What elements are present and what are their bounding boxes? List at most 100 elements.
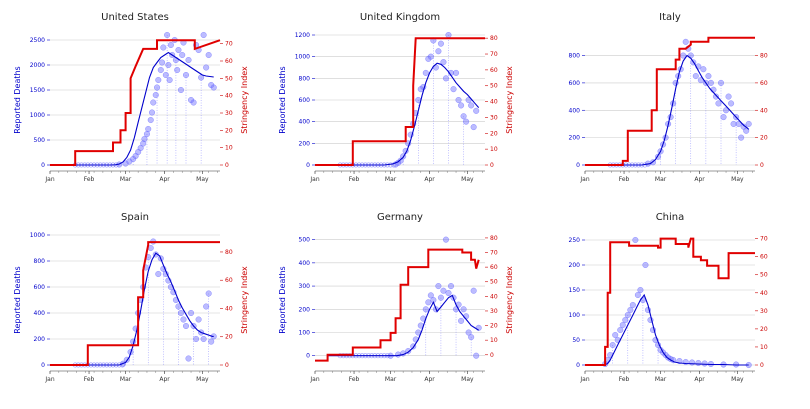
y-tick-label: 600 (569, 80, 581, 87)
chart-title: Spain (121, 212, 149, 223)
scatter-point-13 (682, 38, 689, 45)
x-tick-label: Jan (579, 176, 589, 183)
y-tick-label: 200 (569, 262, 581, 269)
y-tick-label: 200 (34, 336, 46, 343)
scatter-point-20 (162, 71, 169, 79)
scatter-point-17 (692, 73, 699, 80)
scatter-point-12 (680, 52, 687, 59)
scatter-point-33 (182, 71, 190, 79)
scatter-point-27 (468, 334, 475, 341)
y2-tick-label: 30 (490, 114, 498, 121)
chart-title: Germany (377, 212, 423, 223)
scatter-point-24 (460, 306, 467, 313)
y2-tick-label: 30 (760, 308, 768, 315)
y-tick-label: 200 (569, 135, 581, 142)
y2-tick-label: 0 (760, 162, 764, 169)
scatter-point-31 (695, 359, 702, 367)
y-tick-label: 2500 (30, 37, 45, 44)
y-axis-label: Reported Deaths (13, 66, 22, 133)
x-tick-label: Apr (159, 176, 170, 183)
chart-panel-6: China 0 50 100 150 200 250 0 10 20 30 40 50 60 70 Jan Fe… (569, 212, 768, 383)
stringency-line (50, 241, 220, 366)
scatter-point-24 (167, 41, 174, 49)
x-tick-label: Apr (159, 376, 170, 383)
scatter-point-8 (622, 316, 629, 324)
scatter-point-15 (437, 294, 444, 301)
y-tick-label: 50 (572, 337, 580, 344)
y2-tick-label: 70 (490, 51, 498, 58)
scatter-point-31 (200, 335, 207, 343)
scatter-point-42 (205, 51, 212, 59)
y-tick-label: 0 (576, 162, 580, 169)
scatter-point-33 (205, 290, 212, 297)
scatter-point-31 (470, 124, 477, 131)
scatter-point-9 (422, 306, 429, 313)
y-axis-label: Reported Deaths (278, 266, 287, 333)
scatter-point-30 (177, 86, 185, 94)
scatter-point-10 (145, 125, 152, 133)
scatter-point-35 (187, 96, 195, 104)
y2-tick-label: 40 (760, 107, 768, 114)
y-tick-label: 500 (299, 237, 311, 244)
y-tick-label: 200 (299, 306, 311, 313)
y2-tick-label: 40 (225, 305, 233, 312)
chart-title: Italy (659, 12, 681, 23)
chart-panel-4: Spain 0 200 400 600 800 1000 0 20 40 60 80 Jan Feb Mar… (13, 212, 249, 383)
scatter-point-25 (455, 96, 462, 104)
scatter-point-16 (155, 76, 162, 84)
scatter-point-26 (715, 100, 722, 107)
y2-tick-label: 10 (490, 337, 498, 344)
x-tick-label: May (196, 376, 209, 383)
scatter-point-17 (157, 66, 164, 74)
x-tick-label: May (196, 176, 209, 183)
y-tick-label: 0 (306, 162, 310, 169)
scatter-point-25 (712, 93, 720, 100)
scatter-point-27 (460, 113, 467, 120)
y2-axis-label: Stringency Index (240, 66, 249, 134)
x-tick-label: Jan (309, 376, 319, 383)
scatter-point-34 (185, 56, 192, 64)
x-tick-label: Mar (655, 176, 667, 183)
scatter-point-36 (190, 99, 197, 106)
y2-tick-label: 50 (490, 279, 498, 286)
scatter-point-17 (435, 48, 442, 55)
scatter-point-17 (442, 236, 450, 243)
scatter-point-24 (452, 69, 460, 76)
y2-tick-label: 20 (760, 326, 768, 333)
scatter-point-6 (617, 326, 624, 334)
y2-tick-label: 20 (225, 334, 233, 341)
x-tick-label: Mar (120, 176, 132, 183)
scatter-point-22 (705, 73, 712, 80)
scatter-point-12 (632, 236, 639, 244)
y2-tick-label: 70 (760, 236, 768, 243)
y2-tick-label: 0 (490, 162, 494, 169)
y-tick-label: 300 (299, 283, 311, 290)
scatter-point-22 (177, 309, 185, 317)
scatter-point-29 (195, 316, 202, 323)
scatter-point-27 (717, 79, 725, 86)
scatter-point-40 (200, 31, 207, 39)
chart-title: United States (101, 12, 169, 23)
y2-tick-label: 60 (225, 277, 233, 284)
scatter-point-26 (458, 102, 465, 109)
scatter-point-18 (159, 59, 166, 66)
y-tick-label: 600 (34, 284, 46, 291)
stringency-line (585, 237, 755, 366)
scatter-point-7 (619, 321, 626, 329)
deaths-line (315, 62, 480, 166)
scatter-point-29 (473, 352, 480, 359)
y2-tick-label: 50 (225, 75, 233, 82)
scatter-point-23 (458, 317, 465, 324)
scatter-point-1 (122, 160, 129, 167)
scatter-point-14 (427, 53, 434, 60)
scatter-point-21 (445, 31, 452, 39)
chart-panel-2: United Kingdom 0 200 400 600 800 1000 1200 0 10 20… (278, 12, 514, 183)
scatter-point-11 (427, 292, 434, 299)
y-tick-label: 1000 (30, 232, 45, 239)
scatter-point-30 (468, 102, 475, 109)
scatter-point-25 (185, 355, 192, 362)
y-tick-label: 400 (34, 310, 46, 317)
x-tick-label: Jan (309, 176, 319, 183)
y2-tick-label: 0 (225, 162, 229, 169)
